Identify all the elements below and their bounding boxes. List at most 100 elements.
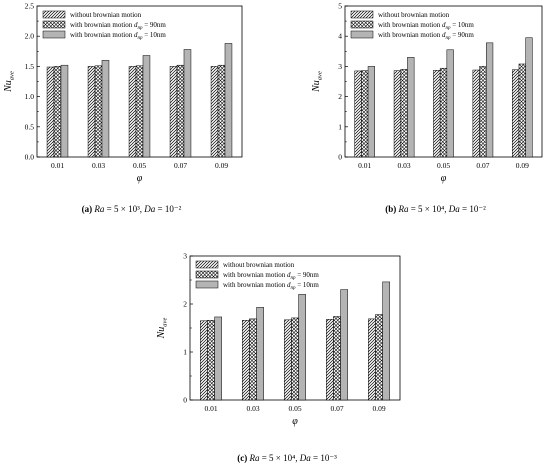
y-tick-label: 4 bbox=[338, 32, 342, 41]
legend-swatch-0 bbox=[42, 10, 66, 19]
bar-diagonal-0.07 bbox=[326, 319, 334, 401]
bar-diagonal-0.07 bbox=[472, 69, 480, 158]
bar-diagonal-0.03 bbox=[393, 70, 402, 158]
y-tick-label: 1 bbox=[338, 122, 342, 131]
panel-a: 0.0 0.5 1.0 1.5 2.0 2.5 Nuave 0.01 0.03 0.05 0.07 0… bbox=[3, 2, 243, 214]
bar-diagonal-0.03 bbox=[242, 320, 250, 401]
x-tick-label: 0.07 bbox=[476, 161, 489, 170]
bar-gray-0.03 bbox=[101, 60, 110, 158]
bar-crosshatch-0.01 bbox=[361, 70, 369, 158]
bar-diagonal-0.09 bbox=[368, 318, 376, 401]
legend-label-1: with brownian motion dnp = 90nm bbox=[70, 21, 166, 31]
y-tick-label: 2.5 bbox=[25, 2, 35, 11]
x-tick-label: 0.03 bbox=[246, 404, 259, 413]
bar-crosshatch-0.07 bbox=[176, 64, 185, 158]
y-tick-label: 1.0 bbox=[25, 92, 35, 101]
x-tick-label: 0.03 bbox=[398, 161, 411, 170]
x-tick-label: 0.01 bbox=[204, 404, 217, 413]
legend-label-1: with brownian motion dnp = 10nm bbox=[378, 21, 474, 31]
bar-crosshatch-0.09 bbox=[375, 314, 383, 401]
x-tick-label: 0.07 bbox=[174, 161, 187, 170]
panel-caption: (c) Ra = 5 × 10⁴, Da = 10⁻³ bbox=[237, 453, 337, 463]
bar-gray-0.03 bbox=[407, 57, 415, 158]
y-tick-label: 3 bbox=[338, 62, 342, 71]
y-tick-label: 3 bbox=[183, 252, 187, 261]
bar-crosshatch-0.05 bbox=[291, 317, 299, 401]
bar-crosshatch-0.05 bbox=[135, 65, 144, 158]
bar-diagonal-0.01 bbox=[200, 320, 208, 401]
x-tick-label: 0.09 bbox=[372, 404, 385, 413]
y-tick-label: 2.0 bbox=[25, 32, 35, 41]
legend-label-2: with brownian motion dnp = 90nm bbox=[378, 31, 474, 41]
bar-gray-0.07 bbox=[340, 289, 348, 401]
bar-gray-0.01 bbox=[367, 66, 375, 158]
bar-diagonal-0.05 bbox=[284, 319, 292, 401]
legend-label-2: with brownian motion dnp = 10nm bbox=[70, 31, 166, 41]
bar-crosshatch-0.09 bbox=[518, 63, 526, 158]
bar-diagonal-0.05 bbox=[128, 66, 137, 158]
bar-crosshatch-0.01 bbox=[207, 320, 215, 401]
bar-diagonal-0.01 bbox=[46, 66, 55, 158]
y-tick-label: 1 bbox=[183, 348, 187, 357]
bar-crosshatch-0.09 bbox=[217, 64, 226, 158]
bar-gray-0.09 bbox=[525, 37, 533, 158]
panel-caption: (b) Ra = 5 × 10⁴, Da = 10⁻² bbox=[385, 204, 486, 214]
bar-gray-0.07 bbox=[183, 49, 192, 158]
x-axis-label: φ bbox=[137, 173, 143, 184]
y-axis-label: Nuave bbox=[156, 318, 169, 340]
x-tick-label: 0.07 bbox=[330, 404, 343, 413]
legend-swatch-0 bbox=[195, 260, 219, 269]
bar-gray-0.05 bbox=[142, 55, 151, 158]
x-tick-label: 0.05 bbox=[133, 161, 146, 170]
x-tick-label: 0.09 bbox=[516, 161, 529, 170]
legend-label-1: with brownian motion dnp = 90nm bbox=[223, 271, 319, 281]
legend-swatch-2 bbox=[350, 30, 374, 39]
x-tick-label: 0.01 bbox=[358, 161, 371, 170]
bar-crosshatch-0.03 bbox=[249, 318, 257, 401]
panel-c: 0 1 2 3 Nuave 0.01 0.03 0.05 0.07 0.09 φ without br… bbox=[156, 252, 401, 463]
legend-label-0: without brownian motion bbox=[223, 261, 295, 269]
y-tick-label: 0.0 bbox=[25, 153, 35, 162]
legend-swatch-1 bbox=[350, 20, 374, 29]
bar-gray-0.01 bbox=[214, 316, 222, 401]
legend-label-0: without brownian motion bbox=[70, 11, 142, 19]
x-axis-label: φ bbox=[292, 416, 298, 427]
bar-crosshatch-0.07 bbox=[333, 316, 341, 401]
y-axis-label: Nuave bbox=[311, 71, 324, 93]
y-tick-label: 0 bbox=[183, 396, 187, 405]
bar-crosshatch-0.03 bbox=[94, 65, 103, 158]
bar-gray-0.05 bbox=[446, 49, 454, 158]
y-tick-label: 2 bbox=[183, 300, 187, 309]
legend-swatch-1 bbox=[42, 20, 66, 29]
bar-crosshatch-0.07 bbox=[479, 66, 487, 158]
x-tick-label: 0.01 bbox=[51, 161, 64, 170]
bar-diagonal-0.01 bbox=[354, 70, 362, 158]
panel-caption: (a) Ra = 5 × 10³, Da = 10⁻² bbox=[82, 204, 182, 214]
bar-gray-0.01 bbox=[60, 64, 69, 158]
bar-diagonal-0.07 bbox=[169, 66, 178, 158]
legend-swatch-2 bbox=[195, 280, 219, 289]
bar-crosshatch-0.05 bbox=[439, 67, 448, 158]
y-tick-label: 5 bbox=[338, 2, 342, 11]
bar-diagonal-0.03 bbox=[87, 66, 96, 158]
y-tick-label: 2 bbox=[338, 92, 342, 101]
x-tick-label: 0.09 bbox=[215, 161, 228, 170]
bar-gray-0.05 bbox=[298, 294, 306, 401]
y-tick-label: 0.5 bbox=[25, 122, 35, 131]
y-tick-label: 1.5 bbox=[25, 62, 35, 71]
bar-diagonal-0.05 bbox=[433, 70, 441, 158]
legend-swatch-0 bbox=[350, 10, 374, 19]
x-tick-label: 0.05 bbox=[437, 161, 450, 170]
x-tick-label: 0.03 bbox=[92, 161, 105, 170]
legend-swatch-2 bbox=[42, 30, 66, 39]
bar-gray-0.07 bbox=[485, 42, 494, 158]
y-axis-label: Nuave bbox=[3, 71, 16, 93]
legend-swatch-1 bbox=[195, 270, 219, 279]
bar-diagonal-0.09 bbox=[210, 66, 219, 158]
x-tick-label: 0.05 bbox=[288, 404, 301, 413]
bar-crosshatch-0.01 bbox=[53, 66, 62, 158]
bar-gray-0.09 bbox=[224, 43, 233, 158]
bar-crosshatch-0.03 bbox=[400, 69, 408, 158]
panel-b: 0 1 2 3 4 5 Nuave 0.01 0.03 0.05 0.07 0.09 φ without … bbox=[311, 2, 543, 214]
